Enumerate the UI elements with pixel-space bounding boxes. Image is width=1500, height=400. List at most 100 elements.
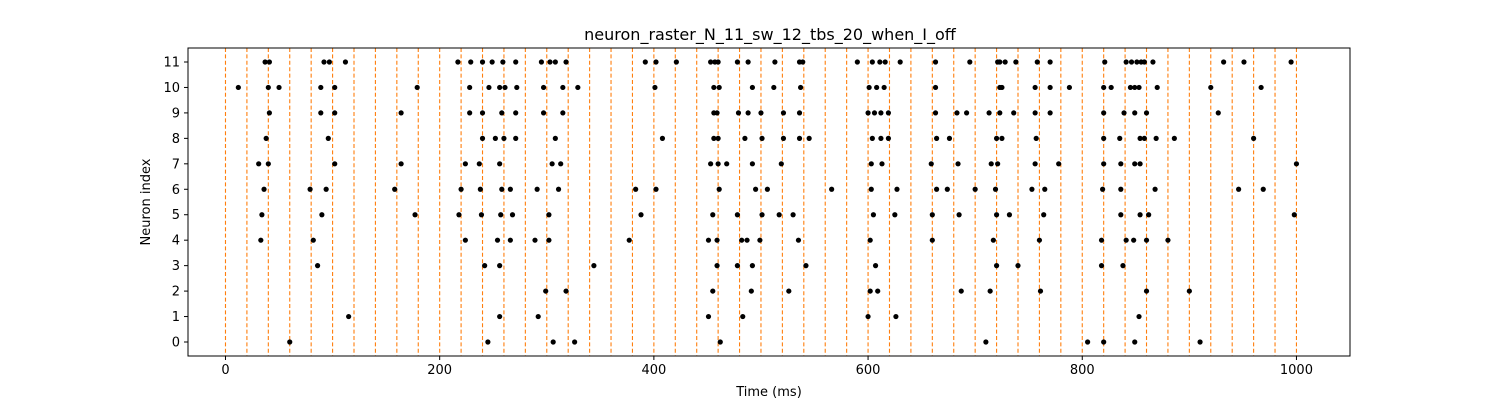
spike-point bbox=[872, 263, 879, 269]
spike-point bbox=[1032, 84, 1038, 91]
spike-point bbox=[1132, 110, 1138, 116]
spike-point bbox=[1118, 161, 1124, 167]
spike-point bbox=[986, 110, 992, 116]
y-tick-label: 11 bbox=[163, 56, 180, 71]
spike-point bbox=[1118, 212, 1124, 218]
spike-point bbox=[874, 84, 880, 91]
spike-point bbox=[1288, 59, 1294, 65]
spike-point bbox=[714, 110, 720, 116]
spike-point bbox=[993, 135, 1000, 141]
spike-point bbox=[739, 237, 745, 243]
spike-point bbox=[987, 288, 993, 294]
spike-point bbox=[946, 135, 953, 141]
spike-point bbox=[494, 237, 501, 243]
spike-point bbox=[575, 84, 581, 91]
spike-point bbox=[314, 263, 321, 269]
spike-point bbox=[492, 135, 498, 141]
spike-point bbox=[1117, 135, 1123, 141]
spike-point bbox=[398, 110, 404, 116]
spike-point bbox=[552, 135, 558, 141]
spike-point bbox=[796, 135, 803, 141]
spike-point bbox=[1101, 161, 1107, 167]
spike-point bbox=[759, 135, 765, 141]
spike-point bbox=[999, 135, 1005, 141]
spike-point bbox=[829, 186, 835, 192]
spike-point bbox=[803, 263, 809, 269]
spike-point bbox=[715, 135, 721, 141]
spike-point bbox=[513, 110, 519, 116]
spike-point bbox=[318, 110, 324, 116]
spike-point bbox=[1236, 186, 1242, 192]
spike-point bbox=[1141, 59, 1147, 65]
spike-point bbox=[1171, 135, 1177, 141]
spike-point bbox=[790, 212, 796, 218]
spike-point bbox=[412, 212, 418, 218]
spike-point bbox=[715, 59, 721, 65]
spike-point bbox=[894, 186, 900, 192]
spike-point bbox=[501, 135, 507, 141]
spike-point bbox=[1134, 59, 1140, 65]
spike-point bbox=[1102, 59, 1108, 65]
spike-point bbox=[867, 237, 873, 243]
y-tick-label: 5 bbox=[172, 208, 180, 223]
spike-point bbox=[1152, 186, 1158, 192]
spike-point bbox=[626, 237, 632, 243]
spike-point bbox=[1215, 110, 1221, 116]
y-tick-label: 4 bbox=[172, 234, 180, 249]
spike-point bbox=[1260, 186, 1266, 192]
spike-point bbox=[321, 59, 327, 65]
spike-point bbox=[1041, 212, 1047, 218]
spike-point bbox=[1143, 110, 1150, 116]
spike-point bbox=[1066, 84, 1073, 91]
spike-point bbox=[307, 186, 313, 192]
chart-title: neuron_raster_N_11_sw_12_tbs_20_when_I_o… bbox=[584, 25, 957, 45]
spike-point bbox=[659, 135, 666, 141]
spike-point bbox=[513, 59, 519, 65]
spike-point bbox=[932, 84, 939, 91]
spike-point bbox=[485, 339, 491, 345]
spike-point bbox=[983, 339, 989, 345]
spike-point bbox=[868, 161, 874, 167]
spike-point bbox=[563, 59, 569, 65]
spike-point bbox=[1006, 212, 1013, 218]
spike-point bbox=[879, 161, 885, 167]
spike-point bbox=[332, 84, 338, 91]
x-tick-label: 1000 bbox=[1280, 363, 1313, 378]
spike-point bbox=[745, 110, 751, 116]
spike-point bbox=[1154, 84, 1160, 91]
spike-point bbox=[572, 339, 578, 345]
spike-point bbox=[555, 186, 562, 192]
spike-point bbox=[514, 84, 520, 91]
spike-point bbox=[276, 84, 282, 91]
spike-point bbox=[1085, 339, 1091, 345]
spike-point bbox=[1047, 59, 1053, 65]
spike-point bbox=[735, 110, 742, 116]
spike-points bbox=[235, 59, 1300, 345]
spike-point bbox=[878, 110, 884, 116]
spike-point bbox=[1186, 288, 1192, 294]
spike-point bbox=[893, 313, 899, 320]
spike-point bbox=[1141, 135, 1147, 141]
spike-point bbox=[1032, 110, 1038, 116]
spike-point bbox=[1121, 110, 1127, 116]
spike-point bbox=[263, 135, 269, 141]
spike-point bbox=[456, 212, 462, 218]
spike-point bbox=[772, 59, 778, 65]
spike-point bbox=[988, 161, 994, 167]
spike-point bbox=[342, 59, 349, 65]
spike-point bbox=[1036, 237, 1043, 243]
spike-point bbox=[398, 161, 404, 167]
spike-point bbox=[708, 161, 714, 167]
spike-point bbox=[346, 313, 352, 320]
spike-point bbox=[745, 59, 751, 65]
spike-point bbox=[1029, 186, 1035, 192]
spike-point bbox=[653, 59, 659, 65]
spike-point bbox=[477, 186, 483, 192]
spike-point bbox=[854, 59, 860, 65]
spike-point bbox=[652, 84, 658, 91]
spike-point bbox=[1251, 135, 1257, 141]
spike-point bbox=[1101, 135, 1107, 141]
spike-point bbox=[753, 186, 759, 192]
spike-point bbox=[954, 110, 960, 116]
spike-point bbox=[1127, 84, 1134, 91]
